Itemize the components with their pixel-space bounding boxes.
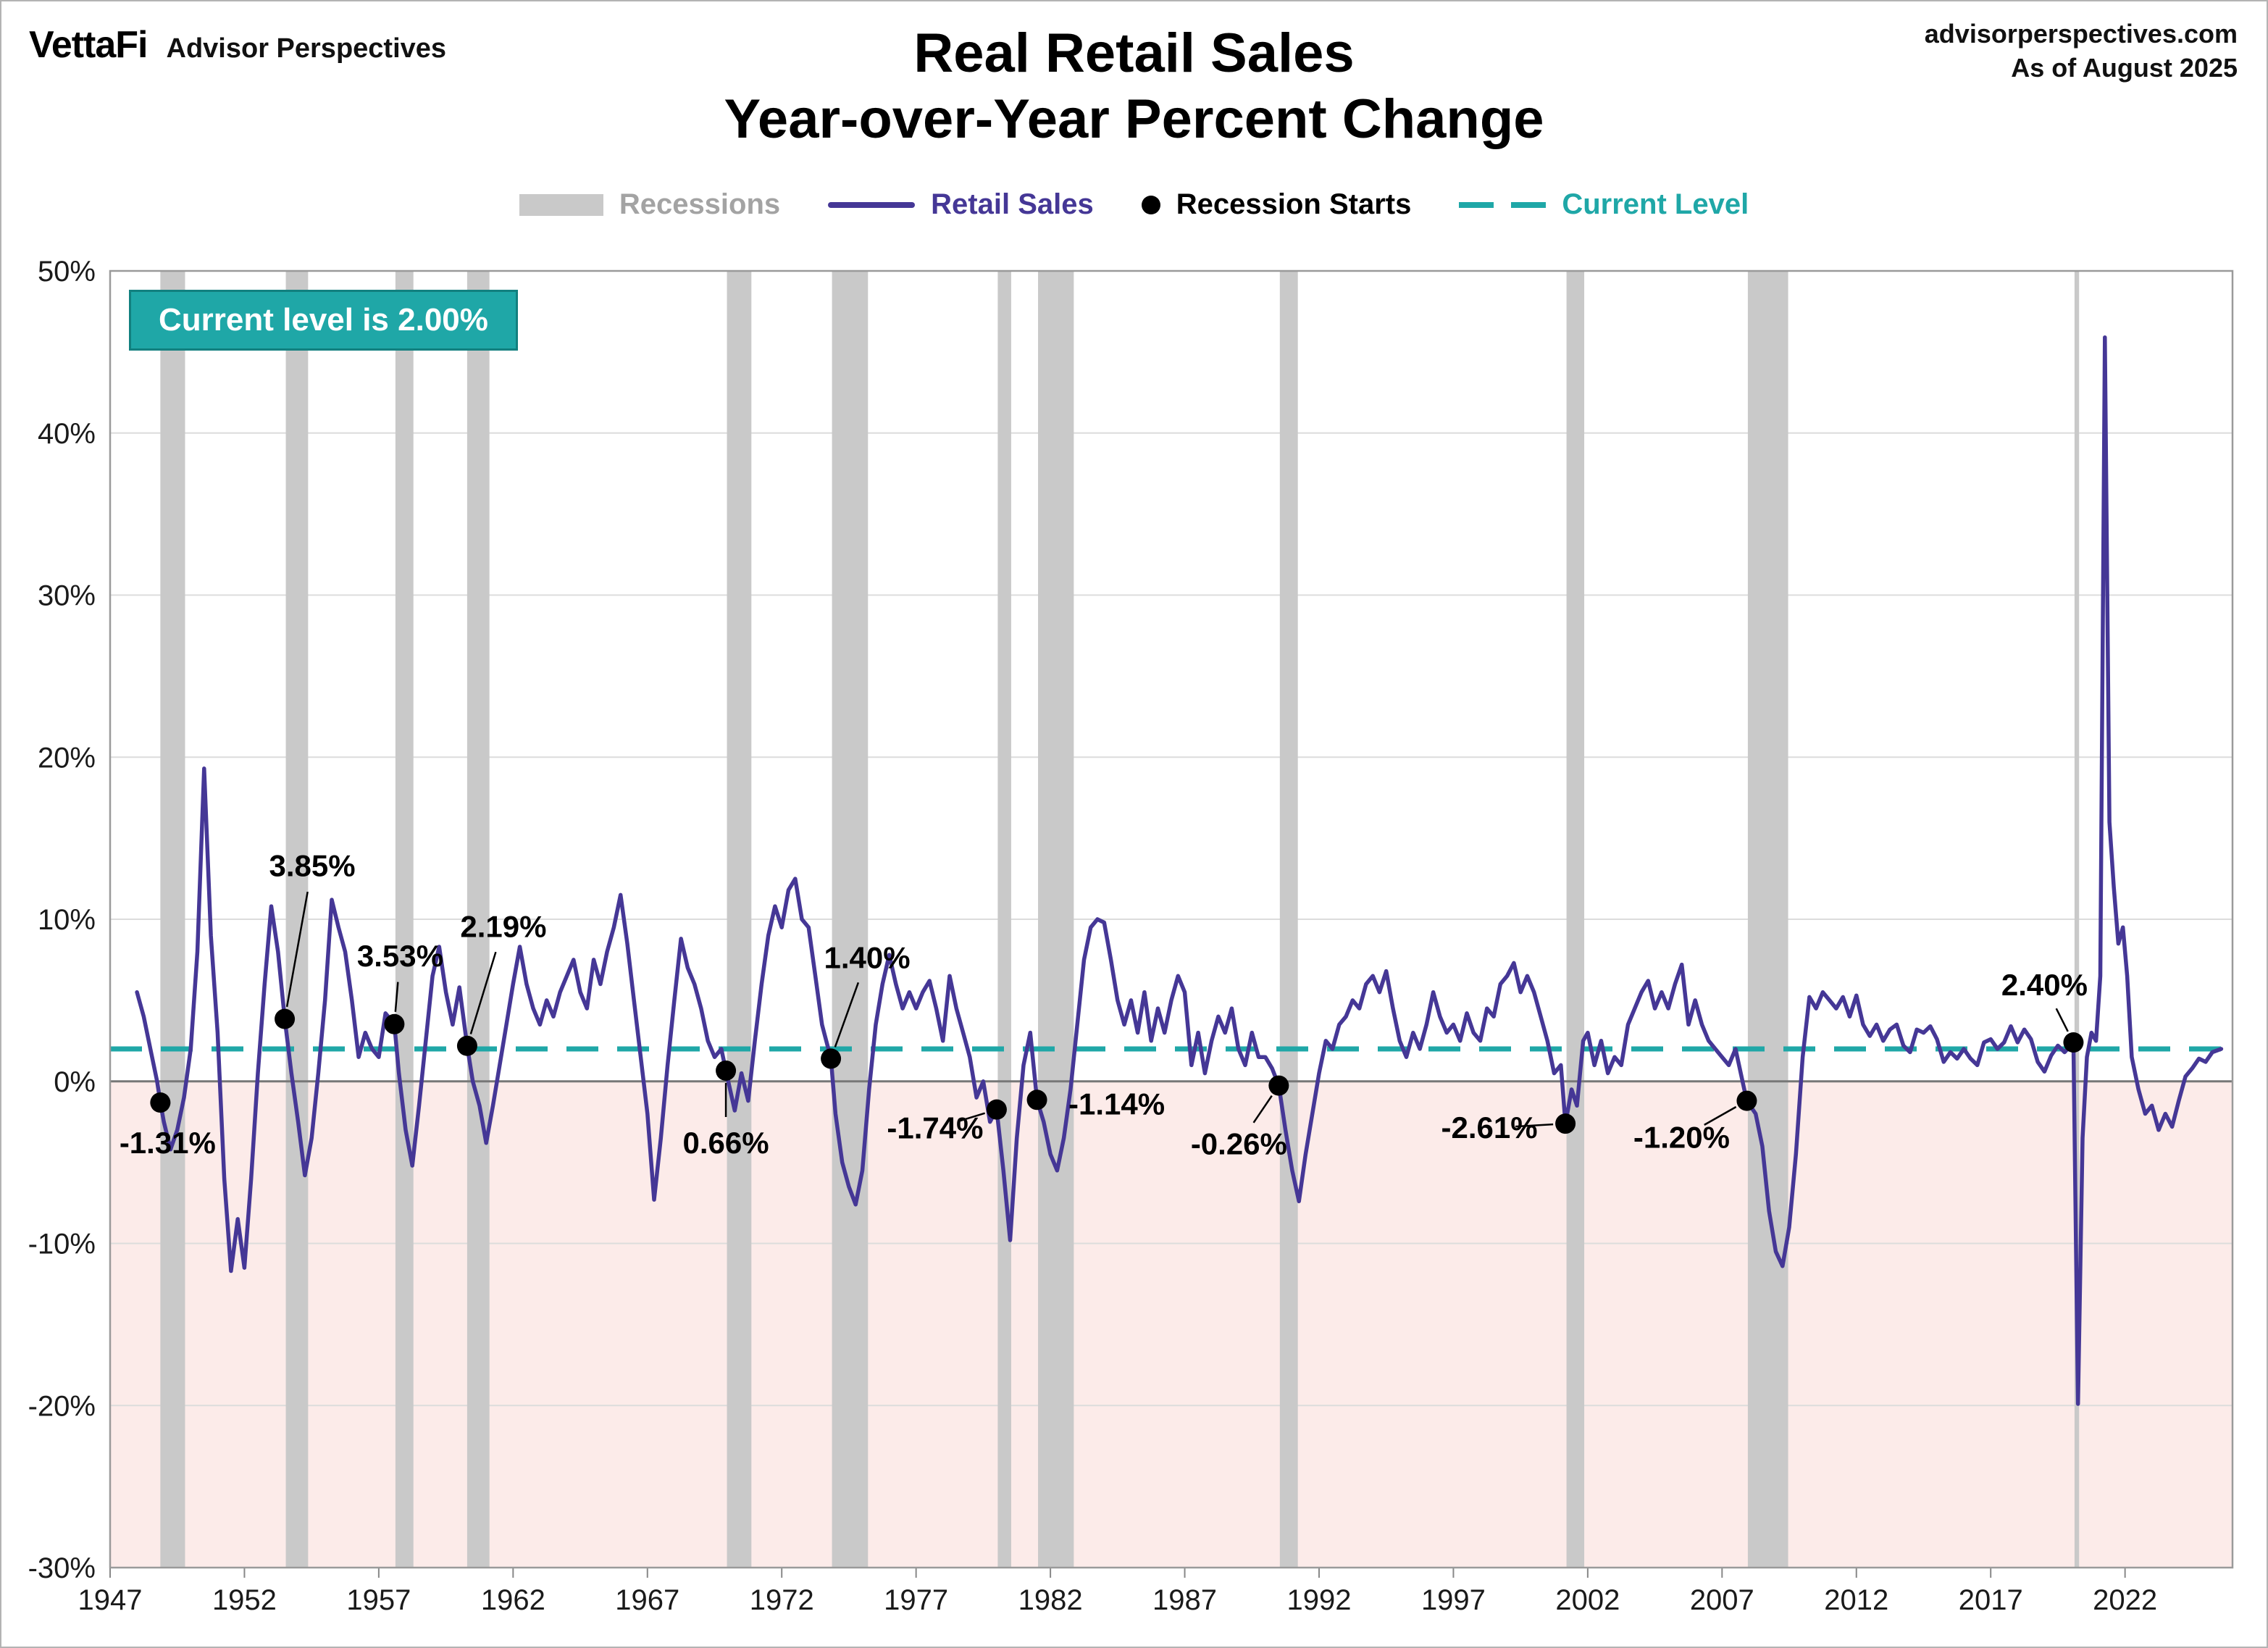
source-as-of: As of August 2025 <box>2011 52 2238 83</box>
x-tick-label: 1997 <box>1421 1584 1486 1616</box>
logo-tagline: Advisor Perspectives <box>166 33 447 64</box>
y-tick-label: 30% <box>38 580 96 612</box>
source-site: advisorperspectives.com <box>1924 19 2238 49</box>
recession-start-dot <box>986 1099 1007 1120</box>
x-tick-label: 1957 <box>346 1584 411 1616</box>
annotation-leader <box>1252 1095 1273 1124</box>
legend-label-retail-sales: Retail Sales <box>931 188 1094 220</box>
recession-start-dot <box>384 1013 405 1034</box>
legend-label-recessions: Recessions <box>619 188 781 220</box>
recession-band <box>1038 271 1074 1568</box>
recession-band <box>285 271 309 1568</box>
annotation-leader <box>959 1112 986 1122</box>
recession-band <box>395 271 414 1568</box>
title-block: Real Retail Sales Year-over-Year Percent… <box>1 20 2267 152</box>
recession-band <box>466 271 490 1568</box>
y-tick-label: 10% <box>38 904 96 936</box>
y-tick-label: 50% <box>38 256 96 288</box>
y-tick-label: -20% <box>28 1390 96 1422</box>
annotation-leader <box>394 982 399 1012</box>
recession-band <box>1747 271 1788 1568</box>
x-tick-label: 1992 <box>1286 1584 1351 1616</box>
x-tick-label: 1962 <box>481 1584 545 1616</box>
y-tick-label: -10% <box>28 1229 96 1260</box>
logo-wordmark: VettaFi <box>29 24 148 66</box>
x-tick-label: 1972 <box>750 1584 814 1616</box>
retail-sales-swatch-icon <box>828 201 916 208</box>
chart-subtitle: Year-over-Year Percent Change <box>724 88 1544 151</box>
chart-canvas: -1.31% 3.85% 3.53% 2.19% 0.66% 1.40% -1.74% -1.… <box>28 256 2234 1616</box>
annotation-label: -1.31% <box>120 1126 216 1160</box>
vettafi-logo: VettaFi Advisor Perspectives <box>29 23 446 67</box>
annotation-leader <box>2055 1008 2069 1032</box>
legend-item-recession-starts: Recession Starts <box>1141 188 1412 221</box>
annotation-label: -1.14% <box>1068 1087 1165 1121</box>
plot-border <box>109 269 2234 1569</box>
annotation-leader <box>1704 1105 1737 1126</box>
legend-item-recessions: Recessions <box>519 188 780 221</box>
recession-start-dot <box>821 1048 842 1069</box>
recession-start-dot <box>1268 1075 1289 1096</box>
y-tick-label: 0% <box>54 1066 96 1098</box>
x-tick-label: 1977 <box>884 1584 948 1616</box>
legend-item-retail-sales: Retail Sales <box>828 188 1094 221</box>
x-tick-label: 1987 <box>1152 1584 1217 1616</box>
recession-start-dot <box>275 1008 296 1029</box>
recession-starts-swatch-icon <box>1141 195 1160 214</box>
recession-band <box>997 271 1011 1568</box>
annotation-label: -1.20% <box>1633 1121 1730 1155</box>
y-tick-label: 40% <box>38 418 96 450</box>
recession-start-dot <box>150 1092 171 1113</box>
annotation-label: -2.61% <box>1441 1110 1538 1145</box>
recession-start-dot <box>2063 1032 2084 1053</box>
recession-start-dot <box>1026 1089 1047 1110</box>
current-level-swatch-icon <box>1459 201 1547 208</box>
recession-start-dot <box>1736 1090 1757 1111</box>
annotation-leader <box>1515 1123 1554 1128</box>
x-tick-label: 1947 <box>78 1584 143 1616</box>
x-tick-label: 2007 <box>1690 1584 1754 1616</box>
legend-item-current-level: Current Level <box>1459 188 1749 221</box>
recession-band <box>832 271 869 1568</box>
chart-area: Current level is 2.00% -1.31% 3.85% 3.53% 2… <box>1 240 2267 1647</box>
recession-band <box>160 271 185 1568</box>
recession-start-dot <box>456 1035 477 1056</box>
annotation-leader <box>285 891 309 1008</box>
y-tick-label: -30% <box>28 1552 96 1584</box>
retail-sales-line <box>135 335 2224 1406</box>
source-block: advisorperspectives.com As of August 202… <box>1925 17 2238 85</box>
legend-label-current-level: Current Level <box>1562 188 1749 220</box>
annotation-leader <box>834 982 860 1047</box>
x-tick-label: 1952 <box>212 1584 277 1616</box>
recession-band <box>1566 271 1585 1568</box>
y-tick-label: 20% <box>38 742 96 774</box>
x-tick-label: 2012 <box>1824 1584 1888 1616</box>
legend: Recessions Retail Sales Recession Starts… <box>1 188 2267 221</box>
annotation-leader <box>469 951 497 1034</box>
recession-start-dot <box>1555 1113 1576 1134</box>
recession-band <box>727 271 752 1568</box>
negative-region <box>110 1081 2233 1568</box>
chart-title: Real Retail Sales <box>913 22 1355 84</box>
annotation-label: -1.74% <box>887 1111 983 1145</box>
x-tick-label: 2022 <box>2093 1584 2157 1616</box>
annotation-label: 3.85% <box>269 849 356 883</box>
legend-label-recession-starts: Recession Starts <box>1176 188 1412 220</box>
recession-band <box>1279 271 1298 1568</box>
recession-start-dot <box>716 1060 737 1081</box>
annotation-label: 2.19% <box>460 910 546 944</box>
x-tick-label: 2002 <box>1555 1584 1620 1616</box>
x-tick-label: 2017 <box>1959 1584 2023 1616</box>
recession-band <box>2074 271 2080 1568</box>
current-level-badge: Current level is 2.00% <box>129 290 518 351</box>
recessions-swatch-icon <box>519 193 603 216</box>
annotation-label: 1.40% <box>824 940 911 974</box>
x-tick-label: 1982 <box>1018 1584 1083 1616</box>
annotation-label: 0.66% <box>683 1126 769 1160</box>
annotation-label: -0.26% <box>1191 1127 1287 1161</box>
x-tick-label: 1967 <box>615 1584 679 1616</box>
annotation-label: 3.53% <box>357 939 443 973</box>
annotation-label: 2.40% <box>2001 968 2088 1002</box>
